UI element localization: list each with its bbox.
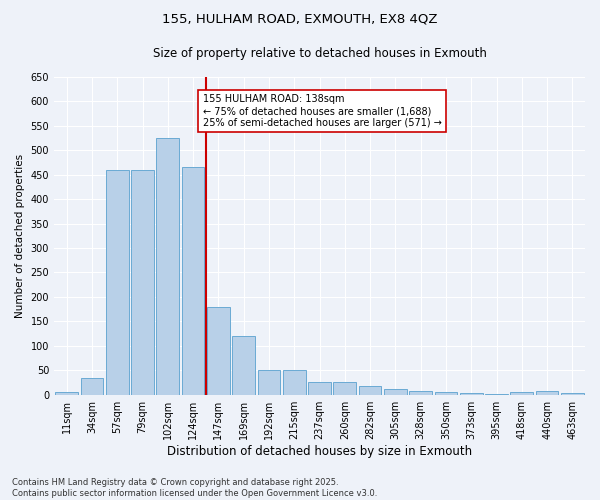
Bar: [55, 392, 78, 394]
Bar: [257, 370, 280, 394]
Bar: [561, 393, 584, 394]
Bar: [434, 392, 457, 394]
Bar: [106, 170, 128, 394]
Y-axis label: Number of detached properties: Number of detached properties: [15, 154, 25, 318]
Bar: [157, 138, 179, 394]
Bar: [308, 382, 331, 394]
Bar: [283, 370, 305, 394]
Bar: [409, 391, 432, 394]
Title: Size of property relative to detached houses in Exmouth: Size of property relative to detached ho…: [152, 48, 487, 60]
Text: Contains HM Land Registry data © Crown copyright and database right 2025.
Contai: Contains HM Land Registry data © Crown c…: [12, 478, 377, 498]
Bar: [384, 389, 407, 394]
Bar: [182, 168, 205, 394]
Bar: [334, 382, 356, 394]
Bar: [460, 393, 482, 394]
X-axis label: Distribution of detached houses by size in Exmouth: Distribution of detached houses by size …: [167, 444, 472, 458]
Bar: [207, 306, 230, 394]
Text: 155 HULHAM ROAD: 138sqm
← 75% of detached houses are smaller (1,688)
25% of semi: 155 HULHAM ROAD: 138sqm ← 75% of detache…: [203, 94, 442, 128]
Bar: [511, 392, 533, 394]
Bar: [232, 336, 255, 394]
Bar: [536, 392, 559, 394]
Bar: [131, 170, 154, 394]
Bar: [80, 378, 103, 394]
Text: 155, HULHAM ROAD, EXMOUTH, EX8 4QZ: 155, HULHAM ROAD, EXMOUTH, EX8 4QZ: [162, 12, 438, 26]
Bar: [359, 386, 382, 394]
